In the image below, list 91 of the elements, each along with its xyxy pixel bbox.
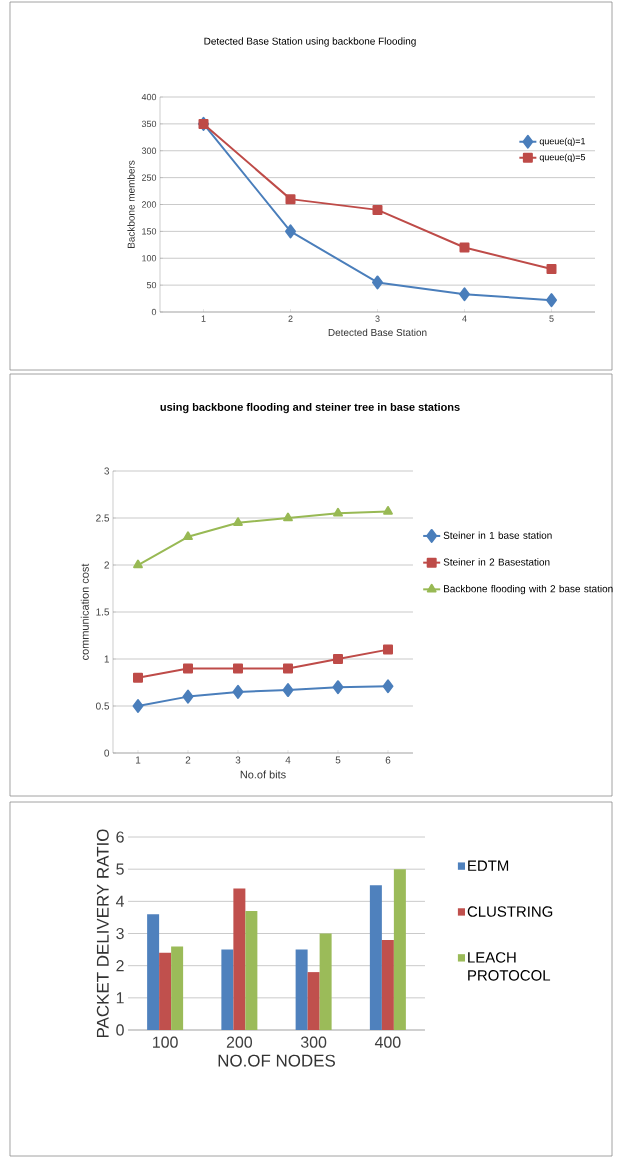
point <box>232 663 243 674</box>
y-tick-label: 2 <box>104 561 109 569</box>
y-tick-label: 150 <box>142 228 157 235</box>
x-axis-title: NO.OF NODES <box>218 1054 335 1067</box>
bar <box>221 949 234 1031</box>
y-tick-label: 1 <box>116 992 124 1004</box>
x-tick-label: 4 <box>285 756 291 764</box>
point <box>332 680 344 695</box>
y-axis-title: PACKET DELIVERY RATIO <box>96 829 109 1038</box>
x-tick-label: 400 <box>374 1036 401 1048</box>
y-tick-label: 2.5 <box>96 514 109 522</box>
legend-label: CLUSTRING <box>467 906 553 917</box>
chart-title: using backbone flooding and steiner tree in base stations <box>160 402 460 414</box>
point <box>284 224 296 239</box>
legend-label: Steiner in 2 Basestation <box>443 558 550 566</box>
legend-label: Backbone flooding with 2 base station <box>443 584 613 595</box>
legend-label: Steiner in 1 base station <box>443 531 552 539</box>
point <box>285 194 296 205</box>
y-tick-label: 50 <box>146 281 157 289</box>
bar <box>307 972 320 1031</box>
y-tick-label: 200 <box>141 201 157 208</box>
point <box>282 663 293 674</box>
bar <box>393 869 406 1031</box>
legend-label: EDTM <box>468 860 508 871</box>
x-tick-label: 3 <box>235 756 241 764</box>
point <box>545 293 557 308</box>
point <box>133 559 143 569</box>
legend-label: queue(q)=1 <box>539 137 585 147</box>
point <box>182 689 194 704</box>
point <box>183 531 193 541</box>
x-axis-title: No.of bits <box>240 770 286 779</box>
x-tick-label: 1 <box>135 756 141 764</box>
point <box>383 505 393 515</box>
y-tick-label: 400 <box>141 93 157 101</box>
y-tick-label: 6 <box>116 831 124 843</box>
y-tick-label: 2 <box>116 960 124 972</box>
point <box>132 699 144 714</box>
bar <box>319 933 332 1031</box>
bar <box>369 885 382 1031</box>
bar <box>245 911 258 1031</box>
point <box>132 672 143 683</box>
x-tick-label: 4 <box>462 315 467 322</box>
bar <box>233 888 246 1031</box>
x-tick-label: 1 <box>201 315 206 322</box>
x-tick-label: 6 <box>385 756 391 764</box>
x-tick-label: 2 <box>288 315 293 322</box>
y-tick-label: 0 <box>116 1024 124 1036</box>
point <box>459 242 470 253</box>
point <box>546 264 557 275</box>
x-tick-label: 2 <box>185 756 191 764</box>
x-tick-label: 5 <box>335 756 341 764</box>
x-tick-label: 5 <box>549 315 554 322</box>
point <box>332 654 343 665</box>
x-tick-label: 300 <box>300 1036 327 1048</box>
point <box>283 512 293 522</box>
x-tick-label: 3 <box>375 315 380 322</box>
bar <box>381 939 394 1031</box>
bar <box>147 914 160 1031</box>
point <box>372 204 383 215</box>
point <box>382 644 393 655</box>
x-tick-label: 200 <box>226 1036 252 1048</box>
y-tick-label: 100 <box>142 255 157 262</box>
y-tick-label: 300 <box>141 147 157 154</box>
y-tick-label: 3 <box>116 927 124 940</box>
y-tick-label: 350 <box>141 120 157 128</box>
y-tick-label: 0 <box>151 308 157 316</box>
legend-label: LEACH PROTOCOL <box>468 952 550 981</box>
point <box>333 507 343 517</box>
y-tick-label: 4 <box>115 895 124 907</box>
point <box>382 679 394 694</box>
y-tick-label: 0.5 <box>95 702 109 710</box>
point <box>458 287 470 302</box>
x-axis-title: Detected Base Station <box>328 328 427 337</box>
point <box>371 275 383 290</box>
point <box>232 684 244 699</box>
bar <box>171 946 184 1031</box>
point <box>182 663 193 674</box>
chart-title: Detected Base Station using backbone Flooding <box>204 37 416 47</box>
point <box>233 517 243 526</box>
y-tick-label: 1.5 <box>96 608 109 616</box>
bar <box>295 949 308 1031</box>
legend-label: queue(q)=5 <box>539 153 586 163</box>
y-axis-title: communication cost <box>80 563 89 660</box>
y-axis-title: Backbone members <box>127 160 135 248</box>
point <box>282 683 294 698</box>
y-tick-label: 3 <box>104 467 109 475</box>
y-tick-label: 1 <box>104 655 109 663</box>
bar <box>159 952 172 1031</box>
y-tick-label: 5 <box>116 863 124 875</box>
y-tick-label: 250 <box>141 174 157 181</box>
y-tick-label: 0 <box>104 749 110 757</box>
